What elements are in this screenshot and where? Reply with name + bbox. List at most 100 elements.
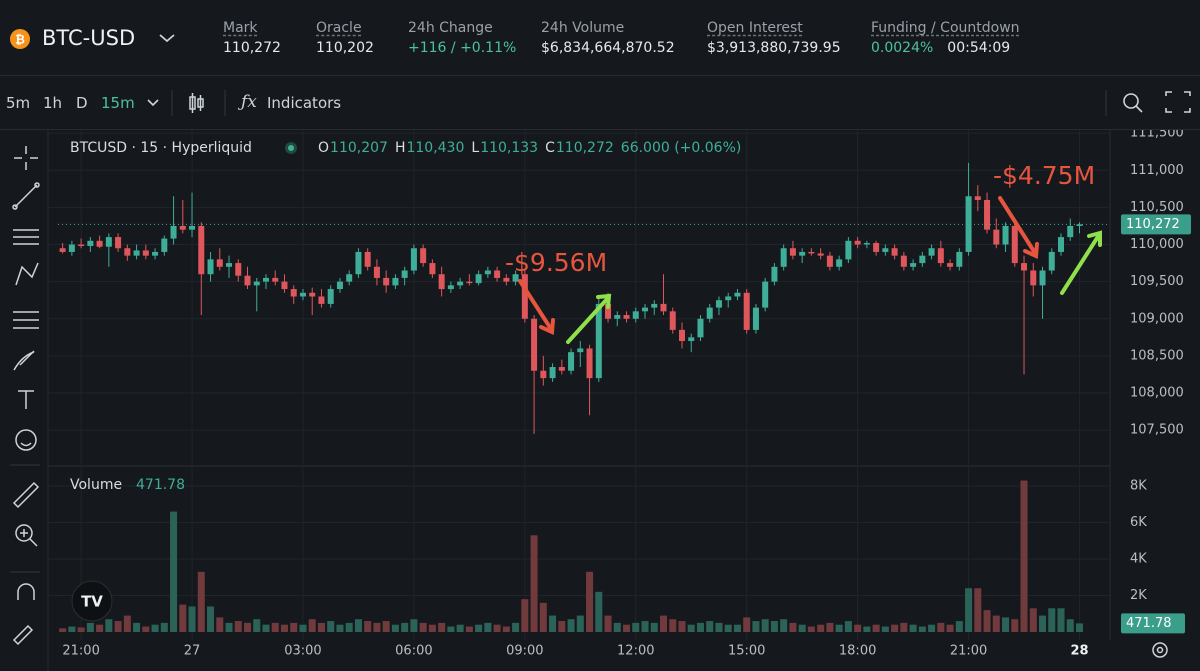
candle-body [614, 315, 621, 319]
volume-bar [696, 622, 704, 632]
ohlc-key: L [471, 140, 479, 156]
candle-body [336, 281, 343, 290]
y-tick-label: 110,000 [1130, 237, 1184, 252]
candle-body [928, 248, 935, 256]
stat-label: Funding / Countdown [871, 20, 1020, 36]
candle-body [1048, 251, 1055, 271]
volume-bar [493, 624, 501, 632]
volume-bar [900, 622, 908, 632]
volume-bar [354, 619, 362, 632]
interval-active[interactable]: 15m [101, 94, 135, 112]
volume-bar [891, 624, 899, 632]
chart-type[interactable] [170, 90, 230, 116]
volume-bar [1057, 608, 1065, 632]
volume-bar [290, 622, 298, 632]
volume-bar [733, 624, 741, 632]
candle-body [447, 285, 454, 290]
volume-bar [428, 624, 436, 632]
candle-body [900, 255, 907, 267]
candle-body [771, 266, 778, 282]
candle-body [401, 270, 408, 278]
candle-body [512, 274, 519, 282]
candle-body [605, 303, 612, 319]
stat-label: Mark [223, 20, 258, 36]
candle-body [318, 296, 325, 304]
stat-value: $6,834,664,870.52 [541, 40, 675, 56]
stat-value: +116 / +0.11% [408, 40, 516, 56]
v-tick-label: 4K [1130, 552, 1147, 567]
volume-bar [983, 610, 991, 632]
ohlc-value: 110,272 [556, 140, 614, 156]
candle-body [364, 251, 371, 267]
volume-bar [336, 624, 344, 632]
volume-bar [225, 622, 233, 632]
interval[interactable]: 5m [6, 94, 31, 112]
volume-bar [512, 622, 520, 632]
candle-body [105, 237, 112, 247]
y-tick-label: 108,000 [1130, 385, 1184, 400]
stat-value-text: +116 / +0.11% [408, 40, 517, 56]
volume-value: 471.78 [136, 477, 185, 493]
stat-label: 24h Volume [541, 20, 625, 36]
candle-body [373, 266, 380, 278]
stat-value-text: 0.0024% [871, 40, 934, 56]
candle-body [873, 243, 880, 252]
ohlc-change: 66.000 (+0.06%) [621, 140, 742, 156]
volume-bar [68, 626, 76, 632]
volume-bar [844, 621, 852, 632]
volume-tag-label: 471.78 [1126, 616, 1172, 631]
stat: 24h Change +116 / +0.11% [408, 20, 516, 56]
volume-bar [253, 619, 261, 632]
volume-bar [798, 624, 806, 632]
chevron[interactable] [146, 96, 160, 110]
interval[interactable]: D [76, 94, 88, 112]
settings-icon[interactable] [1152, 642, 1168, 658]
candle-body [438, 274, 445, 290]
candle-body [226, 263, 233, 267]
candle-body [799, 251, 806, 256]
volume-bar [586, 571, 594, 632]
interval[interactable]: 1h [43, 94, 63, 112]
axes: 107,500 108,000 108,500 109,000 109,500 110,0… [58, 130, 1191, 659]
volume-bar [706, 621, 714, 632]
volume-bar [1048, 608, 1056, 632]
logo[interactable] [71, 580, 113, 622]
indicators[interactable]: Indicators [267, 94, 342, 112]
v-tick-label: 2K [1130, 588, 1147, 603]
volume-bar [484, 622, 492, 632]
candle-body [531, 318, 538, 371]
candle-body [420, 248, 427, 264]
x-tick-label: 12:00 [617, 644, 654, 659]
drawing-tools[interactable] [12, 146, 40, 646]
candle-body [503, 277, 510, 282]
volume-bar [234, 621, 242, 632]
candle-body [466, 281, 473, 284]
volume-bar [502, 626, 510, 632]
volume-bar [946, 624, 954, 632]
chevron[interactable] [158, 32, 176, 44]
countdown: 00:54:09 [947, 40, 1011, 56]
candle-body [161, 238, 168, 252]
status-dot [288, 145, 294, 151]
candle-body [1076, 224, 1083, 226]
candle-body [1039, 270, 1046, 286]
volume-bar [216, 617, 224, 632]
logo-mark: TV [81, 593, 103, 611]
ohlc-value: 110,207 [330, 140, 388, 156]
x-tick-label: 15:00 [728, 644, 765, 659]
volume-bar [160, 622, 168, 632]
volume-bar [761, 619, 769, 632]
volume-bar [678, 621, 686, 632]
volume-bar [123, 615, 131, 632]
volume-bar [271, 622, 279, 632]
volume-bar [96, 624, 104, 632]
symbol[interactable]: BTC-USD [42, 26, 136, 50]
price-tag [1121, 214, 1191, 235]
volume-bar [373, 622, 381, 632]
candle-body [623, 315, 630, 319]
toolbar-right[interactable] [1100, 88, 1195, 118]
volume-bar [1066, 619, 1074, 632]
candle-body [152, 251, 159, 256]
stat-value-text: 110,272 [223, 40, 281, 56]
